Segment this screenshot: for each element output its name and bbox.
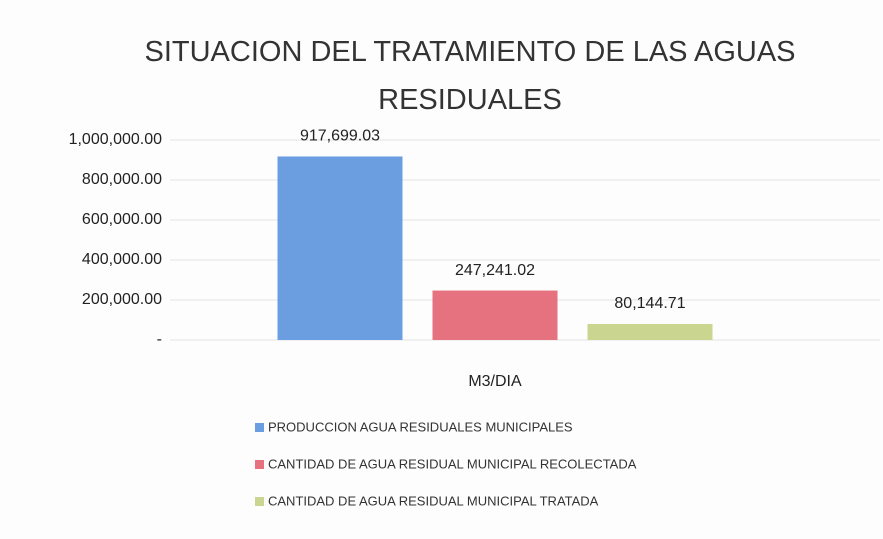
y-tick-label: 800,000.00 (82, 171, 162, 188)
data-label: 917,699.03 (300, 128, 380, 145)
legend-swatch (255, 423, 264, 432)
y-tick-label: 400,000.00 (82, 251, 162, 268)
data-label: 80,144.71 (614, 295, 685, 312)
x-tick-label: M3/DIA (468, 373, 522, 390)
legend-swatch (255, 460, 264, 469)
y-tick-label: - (157, 331, 162, 348)
chart-title: SITUACION DEL TRATAMIENTO DE LAS AGUAS R… (144, 36, 796, 116)
bar (587, 323, 713, 340)
legend-label: CANTIDAD DE AGUA RESIDUAL MUNICIPAL TRAT… (268, 493, 599, 508)
legend-swatch (255, 497, 264, 506)
y-tick-label: 200,000.00 (82, 291, 162, 308)
bar (277, 156, 403, 340)
y-tick-label: 1,000,000.00 (69, 131, 163, 148)
legend-label: PRODUCCION AGUA RESIDUALES MUNICIPALES (268, 419, 573, 434)
data-label: 247,241.02 (455, 262, 535, 279)
y-tick-label: 600,000.00 (82, 211, 162, 228)
legend-label: CANTIDAD DE AGUA RESIDUAL MUNICIPAL RECO… (268, 456, 637, 471)
bar (432, 290, 558, 340)
